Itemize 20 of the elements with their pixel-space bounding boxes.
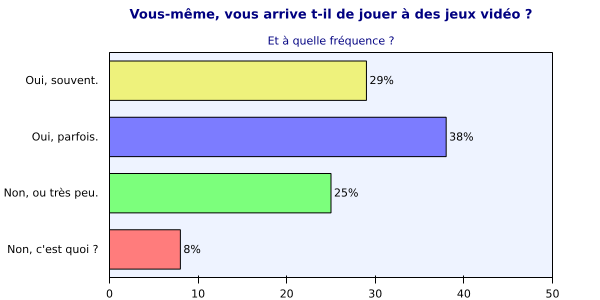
data-label: 8%: [183, 242, 201, 256]
data-label: 25%: [334, 186, 358, 200]
y-tick-label: Non, ou très peu.: [4, 186, 99, 200]
y-tick-label: Non, c'est quoi ?: [7, 242, 99, 256]
chart-title: Vous-même, vous arrive t-il de jouer à des jeux vidéo ?: [130, 8, 532, 22]
x-tick-label: 20: [280, 288, 294, 300]
data-label: 29%: [369, 74, 394, 88]
x-tick-label: 30: [368, 288, 382, 300]
bar: [110, 116, 447, 158]
bar: [110, 60, 367, 101]
bar: [110, 229, 181, 270]
x-tick-label: 0: [106, 288, 113, 300]
x-tick-label: 40: [456, 288, 471, 300]
y-tick-label: Oui, souvent.: [25, 74, 98, 88]
bar: [110, 172, 332, 214]
y-tick-label: Oui, parfois.: [32, 130, 98, 144]
chart-subtitle: Et à quelle fréquence ?: [268, 34, 395, 48]
x-tick-label: 50: [546, 288, 560, 300]
x-tick-label: 10: [191, 288, 206, 300]
data-label: 38%: [449, 130, 474, 144]
